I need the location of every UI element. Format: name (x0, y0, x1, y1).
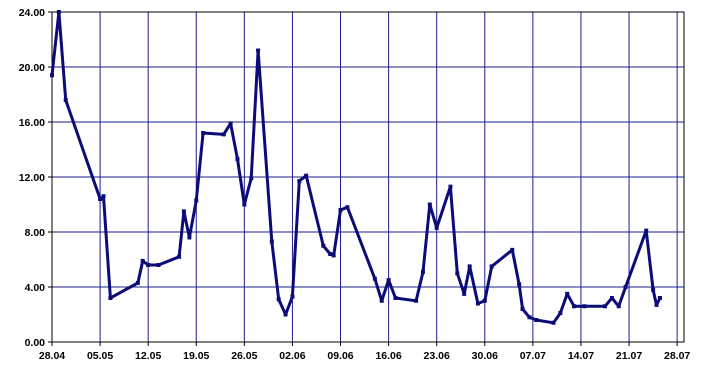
y-axis-tick-labels: 0.00 4.00 8.00 12.00 16.00 20.00 24.00 (19, 7, 45, 349)
data-point (644, 228, 649, 233)
data-point (386, 278, 391, 283)
data-point (534, 318, 539, 322)
data-point (489, 264, 494, 269)
data-point (256, 48, 261, 53)
data-point (520, 307, 525, 311)
data-point (527, 315, 532, 320)
data-point (283, 312, 288, 317)
data-point (146, 263, 151, 267)
data-point (221, 132, 226, 137)
data-point (135, 280, 140, 285)
data-point (269, 239, 274, 244)
data-point (331, 253, 336, 258)
y-tick-label: 12.00 (19, 172, 45, 184)
data-point (482, 298, 487, 303)
x-tick-label: 02.06 (279, 350, 305, 362)
data-point (338, 208, 343, 212)
data-point (63, 98, 68, 102)
data-point (510, 247, 515, 252)
data-point (156, 263, 161, 267)
x-tick-label: 16.06 (375, 350, 401, 362)
x-tick-label: 21.07 (616, 350, 642, 362)
data-series (50, 10, 662, 325)
x-tick-label: 23.06 (424, 350, 450, 362)
x-tick-label: 28.07 (664, 350, 690, 362)
y-tick-label: 16.00 (19, 117, 45, 129)
data-point (623, 285, 628, 289)
data-point (379, 298, 384, 303)
data-point (304, 173, 309, 178)
data-point (235, 157, 240, 162)
data-point (582, 304, 587, 309)
data-point (434, 225, 439, 230)
data-point (290, 294, 295, 299)
data-point (467, 264, 472, 269)
data-point (558, 311, 563, 316)
data-point (181, 209, 186, 214)
data-point (108, 296, 113, 300)
x-tick-label: 05.05 (87, 350, 113, 362)
x-tick-label: 14.07 (568, 350, 594, 362)
plot-frame (51, 11, 685, 343)
grid-lines (48, 11, 684, 346)
data-point (56, 10, 61, 14)
x-tick-label: 07.07 (520, 350, 546, 362)
series-line (50, 10, 662, 325)
data-point (249, 176, 254, 181)
data-point (651, 287, 656, 292)
x-axis-tick-labels: 28.04 05.05 12.05 19.05 26.05 02.06 09.06 16.06… (39, 350, 691, 362)
data-point (572, 304, 577, 309)
data-point (414, 298, 419, 303)
x-tick-label: 28.04 (39, 350, 65, 362)
data-point (276, 297, 281, 302)
data-point (98, 197, 103, 201)
data-point (427, 202, 432, 207)
x-tick-label: 19.05 (183, 350, 209, 362)
y-tick-label: 24.00 (19, 7, 45, 19)
data-point (475, 301, 480, 306)
data-point (228, 121, 233, 126)
data-point (657, 296, 662, 300)
data-point (420, 269, 425, 274)
data-point (345, 205, 350, 210)
x-tick-label: 12.05 (135, 350, 161, 362)
data-point (321, 243, 326, 248)
data-point (194, 198, 199, 203)
data-point (565, 291, 570, 296)
data-point (140, 258, 145, 263)
data-point (551, 320, 556, 325)
y-tick-label: 20.00 (19, 62, 45, 74)
y-tick-label: 8.00 (25, 227, 46, 239)
data-point (517, 282, 522, 287)
data-point (455, 271, 460, 276)
data-point (616, 304, 621, 309)
data-point (101, 194, 106, 199)
y-tick-label: 0.00 (25, 337, 46, 349)
data-point (654, 302, 659, 307)
data-point (462, 291, 467, 296)
data-point (448, 184, 453, 189)
y-tick-label: 4.00 (25, 282, 46, 294)
data-point (242, 202, 247, 207)
x-tick-label: 26.05 (231, 350, 257, 362)
data-point (609, 296, 614, 300)
data-point (201, 131, 206, 135)
data-point (50, 73, 54, 78)
data-point (297, 179, 302, 184)
x-tick-label: 09.06 (327, 350, 353, 362)
data-point (603, 304, 607, 309)
data-point (393, 296, 398, 300)
data-point (187, 235, 192, 240)
data-point (372, 276, 377, 281)
data-point (328, 252, 333, 256)
data-point (177, 254, 182, 259)
x-tick-label: 30.06 (472, 350, 498, 362)
